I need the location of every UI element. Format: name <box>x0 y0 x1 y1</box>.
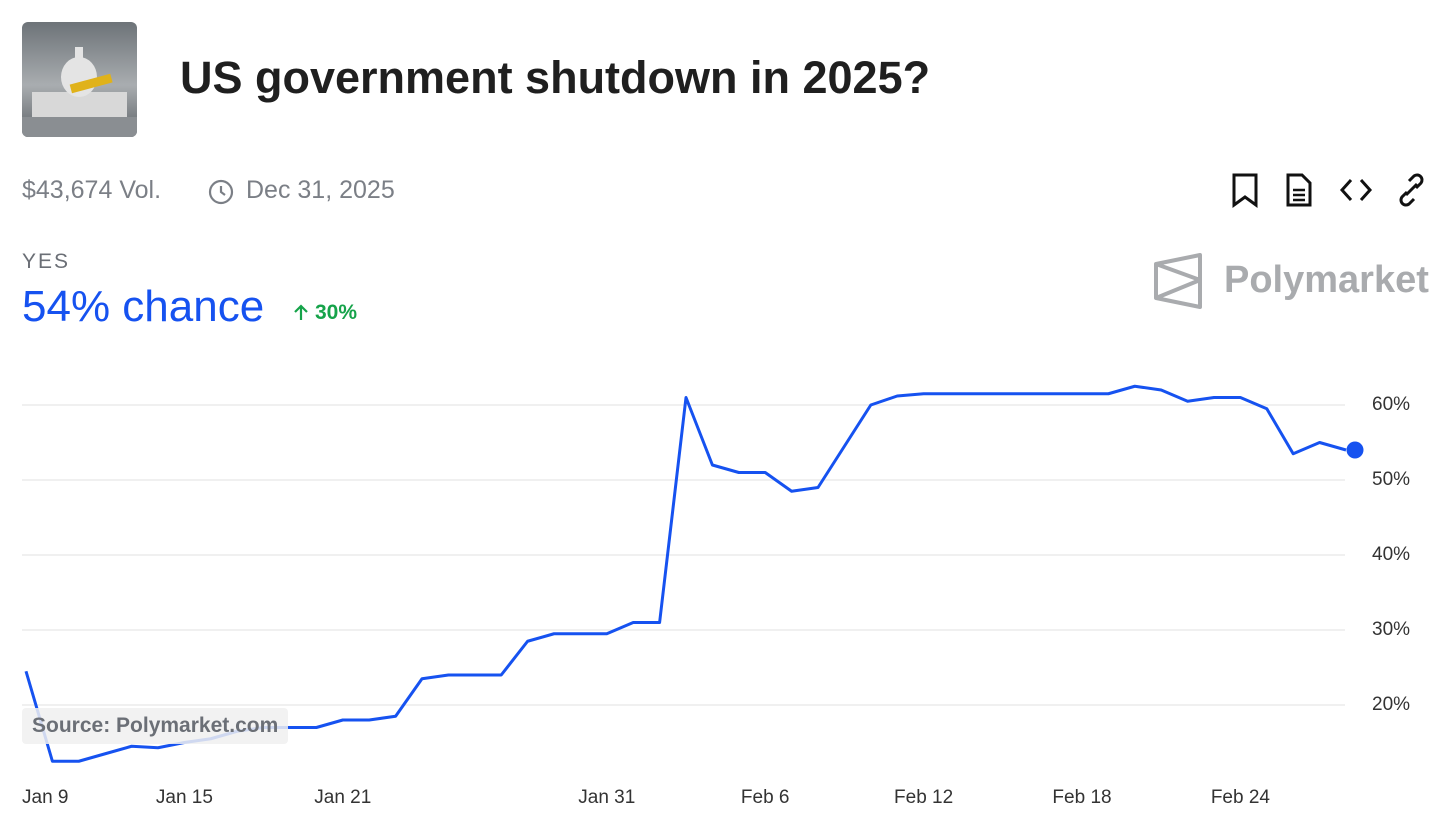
action-icons <box>1232 173 1424 208</box>
y-tick-label: 60% <box>1372 394 1410 415</box>
up-arrow <box>294 304 308 320</box>
y-tick-label: 40% <box>1372 544 1410 565</box>
title: US government shutdown in 2025? <box>180 52 931 103</box>
source-badge: Source: Polymarket.com <box>22 708 289 744</box>
link-icon[interactable] <box>1399 173 1424 207</box>
document-icon[interactable] <box>1286 173 1312 207</box>
capitol-icon <box>22 47 137 137</box>
y-tick-label: 30% <box>1372 619 1410 640</box>
y-tick-label: 20% <box>1372 694 1410 715</box>
embed-icon[interactable] <box>1339 178 1373 202</box>
x-tick-label: Feb 6 <box>741 787 790 808</box>
brand-logo <box>1154 253 1202 309</box>
x-tick-label: Feb 12 <box>894 787 953 808</box>
volume: $43,674 Vol. <box>22 176 162 204</box>
brand-name: Polymarket <box>1224 259 1429 301</box>
x-tick-label: Jan 31 <box>578 787 635 808</box>
x-tick-label: Jan 9 <box>22 787 68 808</box>
outcome-label: YES <box>22 250 71 273</box>
last-point <box>1346 441 1364 459</box>
x-tick-label: Jan 21 <box>314 787 371 808</box>
chance: 54% chance <box>22 282 265 331</box>
change: 30% <box>315 301 358 324</box>
bookmark-icon[interactable] <box>1232 173 1258 208</box>
market-image <box>22 22 137 137</box>
end-date: Dec 31, 2025 <box>246 176 395 204</box>
clock-icon <box>208 179 234 205</box>
y-tick-label: 50% <box>1372 469 1410 490</box>
x-tick-label: Feb 18 <box>1052 787 1111 808</box>
x-tick-label: Feb 24 <box>1211 787 1271 808</box>
x-tick-label: Jan 15 <box>156 787 213 808</box>
